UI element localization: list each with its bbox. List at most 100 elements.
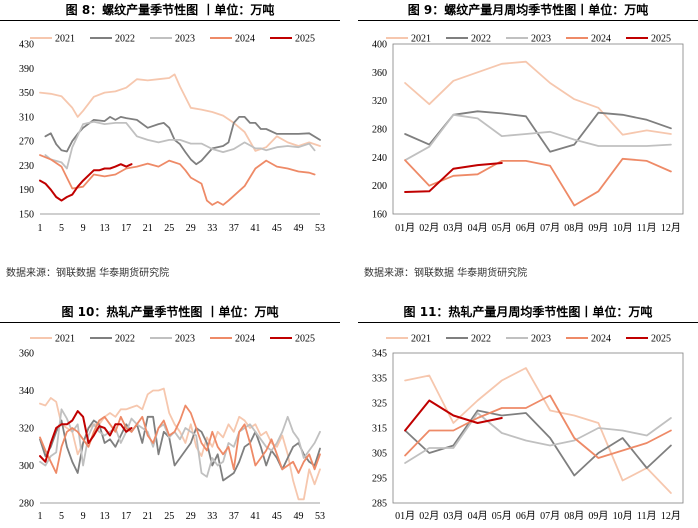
x-tick-label: 9 [81,223,86,234]
y-tick-label: 320 [372,96,387,107]
y-tick-label: 360 [372,68,387,79]
y-tick-label: 285 [372,499,387,510]
y-tick-label: 280 [19,499,34,510]
chart-panel-fig11: 图 11：热轧产量月周均季节性图丨单位：万吨 2021 2022 2023 2024 2… [358,300,698,528]
plot-frame [392,43,684,215]
series-line-2023 [404,412,672,464]
legend-item-2025: 2025 [626,334,671,345]
x-tick-label: 9 [81,511,86,522]
x-tick-label: 03月 [443,222,463,234]
y-tick-label: 295 [372,474,387,485]
x-tick-label: 1 [38,223,43,234]
legend-item-2023: 2023 [506,334,551,345]
series-line-2024 [404,157,672,207]
legend-item-2022: 2022 [446,334,491,345]
x-tick-label: 33 [207,223,217,234]
x-tick-label: 25 [164,511,174,522]
legend-item-2025: 2025 [270,34,315,45]
x-tick-label: 08月 [564,222,584,234]
legend-item-2024: 2024 [210,34,255,45]
legend-item-2021: 2021 [386,334,431,345]
legend-item-2021: 2021 [30,334,75,345]
x-tick-label: 21 [143,223,153,234]
x-tick-label: 02月 [419,510,439,522]
x-tick-label: 45 [272,511,282,522]
chart-panel-fig8: 图 8：螺纹产量季节性图 丨单位：万吨 2021 2022 2023 2024 2025… [0,0,340,279]
legend-label: 2021 [411,34,431,45]
x-tick-label: 5 [59,223,64,234]
legend-item-2025: 2025 [626,34,671,45]
x-tick-label: 01月 [395,510,415,522]
title-rule [358,322,698,323]
y-tick-label: 200 [372,181,387,192]
legend-label: 2022 [115,334,135,345]
legend-label: 2024 [235,334,255,345]
legend-label: 2023 [175,334,195,345]
y-tick-label: 430 [19,40,34,51]
series-line-2021 [404,60,672,136]
x-tick-label: 41 [250,511,260,522]
y-tick-label: 390 [19,64,34,75]
x-tick-label: 53 [315,511,325,522]
y-tick-label: 335 [372,374,387,385]
legend-label: 2023 [531,334,551,345]
y-tick-label: 325 [372,399,387,410]
legend-label: 2023 [531,34,551,45]
x-tick-label: 12月 [661,222,681,234]
series-line-2025 [404,399,503,432]
series-line-2023 [44,120,316,170]
x-tick-label: 49 [293,223,303,234]
legend-item-2022: 2022 [90,334,135,345]
y-tick-label: 340 [19,386,34,397]
x-tick-label: 21 [143,511,153,522]
legend-item-2024: 2024 [566,34,611,45]
series-line-2021 [39,73,321,152]
series-line-2025 [39,163,133,202]
title-rule [0,20,340,21]
legend-label: 2025 [651,34,671,45]
x-tick-label: 37 [229,223,239,234]
y-tick-label: 350 [19,88,34,99]
series-line-2024 [404,394,672,459]
x-tick-label: 11月 [637,222,657,234]
x-tick-label: 41 [250,223,260,234]
series-line-2023 [404,113,672,162]
x-tick-label: 10月 [613,222,633,234]
series-line-2025 [39,410,133,463]
legend-label: 2021 [55,334,75,345]
title-rule [358,20,698,21]
x-tick-label: 5 [59,511,64,522]
x-tick-label: 12月 [661,510,681,522]
y-tick-label: 280 [372,125,387,136]
legend-label: 2021 [411,334,431,345]
x-tick-label: 07月 [540,510,560,522]
x-tick-label: 02月 [419,222,439,234]
legend-item-2021: 2021 [386,34,431,45]
legend-item-2023: 2023 [150,34,195,45]
legend-label: 2024 [235,34,255,45]
legend-label: 2022 [115,34,135,45]
legend-item-2023: 2023 [506,34,551,45]
x-tick-label: 49 [293,511,303,522]
chart-title: 图 8：螺纹产量季节性图 丨单位：万吨 [65,3,275,17]
legend-label: 2024 [591,334,611,345]
x-tick-label: 1 [38,511,43,522]
line-chart-fig11: 2021 2022 2023 2024 2025 285 295 305 315 325 335 34… [372,334,684,522]
legend-item-2022: 2022 [446,34,491,45]
y-tick-label: 230 [19,161,34,172]
legend-label: 2025 [295,34,315,45]
y-tick-label: 400 [372,40,387,51]
legend-item-2025: 2025 [270,334,315,345]
x-tick-label: 05月 [492,222,512,234]
y-tick-label: 360 [19,349,34,360]
chart-title: 图 11：热轧产量月周均季节性图丨单位：万吨 [403,305,653,319]
legend-label: 2022 [471,34,491,45]
y-tick-label: 305 [372,449,387,460]
x-tick-label: 10月 [613,510,633,522]
chart-panel-fig10: 图 10：热轧产量季节性图 丨单位：万吨 2021 2022 2023 2024 202… [0,300,340,528]
x-tick-label: 33 [207,511,217,522]
x-tick-label: 25 [164,223,174,234]
x-tick-label: 07月 [540,222,560,234]
source-note: 数据来源：钢联数据 华泰期货研究院 [364,268,528,279]
legend-label: 2024 [591,34,611,45]
